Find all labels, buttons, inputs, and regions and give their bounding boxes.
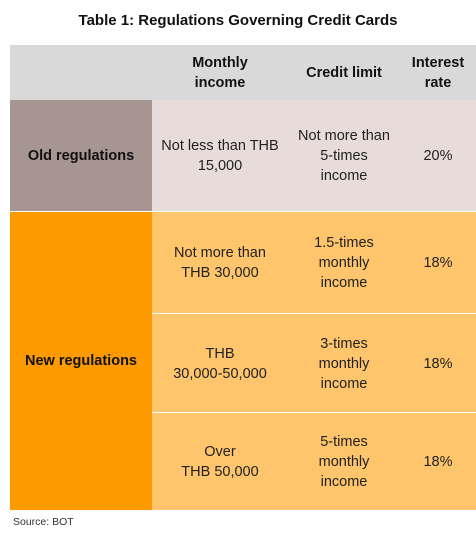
old-regulations-label: Old regulations <box>10 100 152 212</box>
old-monthly-income: Not less than THB 15,000 <box>152 100 288 212</box>
new-row-3-credit-limit: 5-times monthly income <box>288 413 400 510</box>
new-row-1-interest-rate: 18% <box>400 212 476 314</box>
header-interest-rate: Interest rate <box>400 45 476 100</box>
new-row-2-credit-limit: 3-times monthly income <box>288 314 400 413</box>
old-credit-limit: Not more than 5-times income <box>288 100 400 212</box>
divider-new-row-2 <box>152 412 476 413</box>
new-row-3-monthly-income: Over THB 50,000 <box>152 413 288 510</box>
old-interest-rate: 20% <box>400 100 476 212</box>
header-label-cell <box>10 45 152 100</box>
new-row-1-monthly-income: Not more than THB 30,000 <box>152 212 288 314</box>
new-row-2-interest-rate: 18% <box>400 314 476 413</box>
table-title: Table 1: Regulations Governing Credit Ca… <box>78 12 398 29</box>
regulations-table: Monthly income Credit limit Interest rat… <box>10 45 476 510</box>
new-row-3-interest-rate: 18% <box>400 413 476 510</box>
divider-old-new <box>10 211 476 212</box>
divider-new-row-1 <box>152 313 476 314</box>
source-note: Source: BOT <box>13 516 74 528</box>
new-row-2-monthly-income: THB 30,000-50,000 <box>152 314 288 413</box>
header-monthly-income: Monthly income <box>152 45 288 100</box>
header-credit-limit: Credit limit <box>288 45 400 100</box>
new-regulations-label: New regulations <box>10 212 152 510</box>
new-row-1-credit-limit: 1.5-times monthly income <box>288 212 400 314</box>
